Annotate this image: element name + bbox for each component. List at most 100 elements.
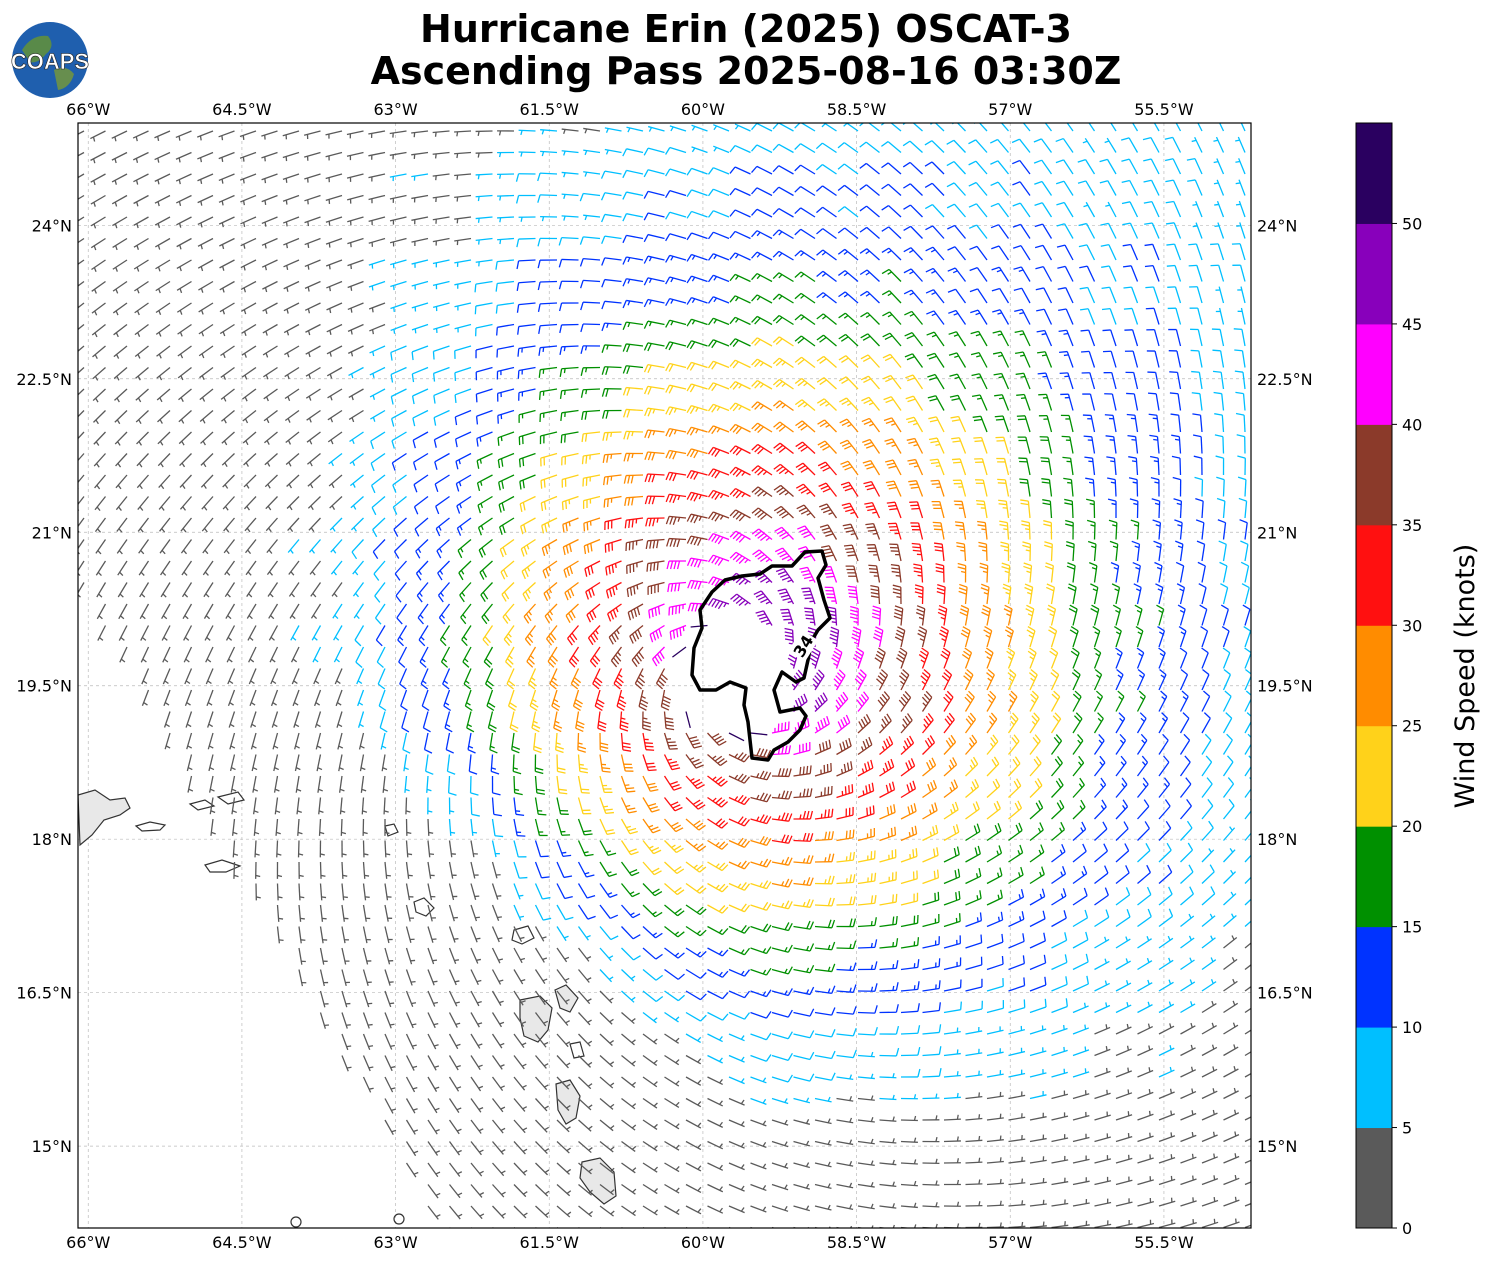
wind-barb <box>882 353 902 368</box>
wind-barb <box>1213 136 1225 153</box>
wind-barb <box>325 237 343 248</box>
wind-barb <box>156 388 171 403</box>
wind-barb <box>816 398 837 411</box>
wind-barb <box>197 237 214 250</box>
wind-barb <box>197 151 214 163</box>
wind-barb <box>307 496 321 511</box>
wind-barb <box>642 1226 646 1228</box>
wind-barb <box>432 280 450 290</box>
wind-barb <box>454 366 472 381</box>
wind-barb <box>328 474 343 489</box>
wind-barb <box>220 366 235 380</box>
wind-barb <box>622 365 644 375</box>
wind-barb <box>1012 223 1031 239</box>
wind-barb <box>112 216 128 229</box>
wind-barb <box>560 409 579 422</box>
wind-barb <box>540 215 558 222</box>
wind-barb <box>158 496 171 511</box>
wind-barb <box>1037 351 1053 368</box>
wind-barb <box>1015 372 1031 390</box>
wind-barb <box>132 130 149 142</box>
wind-barb <box>243 453 257 467</box>
wind-barb <box>155 302 171 316</box>
wind-barb <box>391 409 407 427</box>
wind-barb <box>154 237 171 250</box>
wind-barb <box>113 345 128 359</box>
wind-barb <box>644 407 665 417</box>
wind-barb <box>751 465 773 476</box>
wind-barb <box>90 173 106 186</box>
wind-barb <box>817 461 837 476</box>
wind-barb <box>368 151 386 160</box>
wind-barb <box>713 145 730 154</box>
wind-barb <box>669 125 687 132</box>
wind-barb <box>990 224 1010 239</box>
wind-barb <box>371 474 386 494</box>
wind-barb <box>558 280 579 290</box>
wind-barb <box>134 302 149 316</box>
wind-barb <box>947 224 967 239</box>
wind-barb <box>264 431 278 445</box>
wind-barb <box>262 280 278 293</box>
wind-barb <box>92 345 106 359</box>
wind-barb <box>995 123 1009 132</box>
wind-barb <box>495 259 515 270</box>
wind-barb <box>1015 351 1031 368</box>
wind-barb <box>1145 286 1160 304</box>
lat-tick-label: 22.5°N <box>1257 370 1313 389</box>
wind-barb <box>239 130 257 140</box>
wind-barb <box>240 237 257 249</box>
wind-barb <box>454 345 472 359</box>
wind-barb <box>1143 179 1160 196</box>
wind-barb <box>265 496 278 511</box>
wind-barb <box>1234 370 1246 390</box>
wind-barb <box>240 194 257 206</box>
wind-barb <box>881 247 902 261</box>
wind-barb <box>707 253 730 261</box>
wind-barb <box>950 415 967 433</box>
wind-barb <box>475 366 493 381</box>
wind-barb <box>347 302 364 313</box>
wind-barb <box>1101 265 1117 282</box>
wind-barb <box>391 452 407 471</box>
island-outline <box>569 1041 585 1059</box>
wind-barb <box>729 252 751 261</box>
wind-barb <box>795 420 816 433</box>
wind-barb <box>368 302 386 313</box>
wind-barb <box>133 173 149 185</box>
wind-barb <box>475 345 493 359</box>
wind-barb <box>475 130 493 136</box>
wind-barb <box>413 495 429 515</box>
wind-barb <box>1016 415 1031 433</box>
wind-barb <box>773 400 794 412</box>
wind-barb <box>1166 243 1182 261</box>
wind-barb <box>665 406 687 416</box>
wind-barb <box>1039 436 1053 454</box>
wind-barb <box>600 192 622 201</box>
wind-barb <box>1237 286 1246 304</box>
wind-barb <box>515 194 536 204</box>
wind-barb <box>78 194 85 200</box>
wind-barb <box>1079 265 1096 282</box>
wind-barb <box>578 1226 581 1228</box>
wind-barb <box>729 488 751 499</box>
wind-barb <box>515 173 536 182</box>
wind-barb <box>794 335 816 347</box>
wind-barb <box>115 453 128 468</box>
wind-barb <box>286 496 300 511</box>
wind-barb <box>411 130 429 138</box>
wind-barb <box>198 302 214 315</box>
wind-barb <box>992 309 1010 325</box>
wind-barb <box>794 250 816 261</box>
colorbar-tick-label: 45 <box>1402 315 1422 334</box>
wind-barb <box>948 352 967 368</box>
wind-barb <box>665 428 687 438</box>
wind-barb <box>454 280 472 289</box>
wind-barb <box>603 495 622 508</box>
colorbar-tick-label: 5 <box>1402 1119 1412 1138</box>
wind-barb <box>1121 201 1139 218</box>
colorbar-tick-label: 50 <box>1402 214 1422 233</box>
wind-barb <box>1057 287 1074 304</box>
wind-barb <box>1014 330 1031 347</box>
wind-barb <box>411 237 429 247</box>
